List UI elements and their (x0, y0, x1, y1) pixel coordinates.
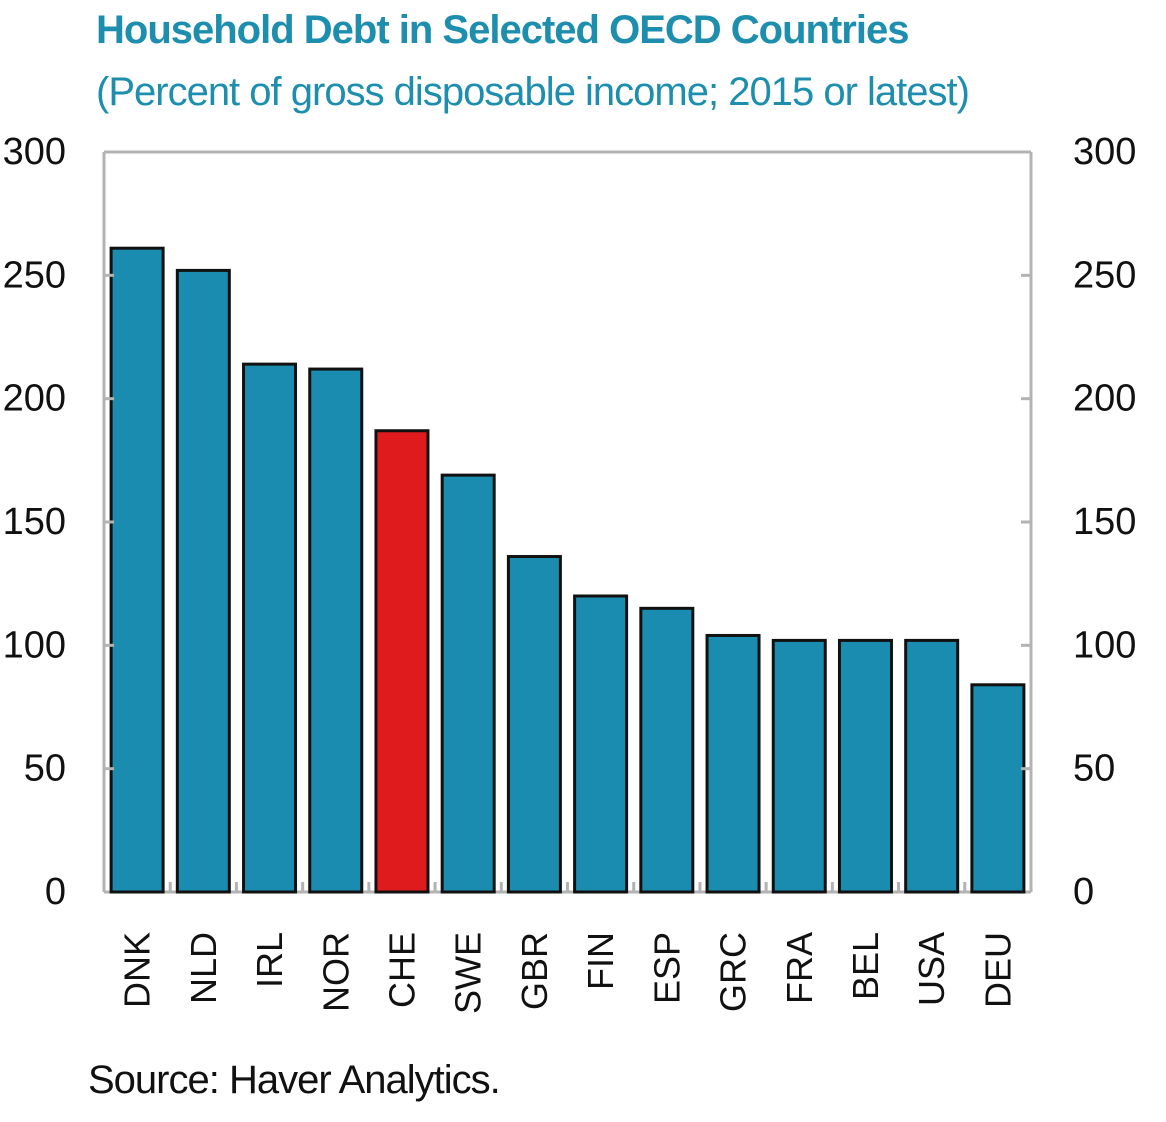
bar-irl (242, 362, 298, 894)
x-axis-labels: DNK NLD IRL NOR CHE SWE GBR FIN ESP GRC FRA BEL USA D… (117, 932, 1019, 1014)
y-tick-label-right: 250 (1073, 254, 1136, 296)
bar-nld (175, 268, 231, 894)
bar-dnk (109, 246, 165, 894)
bar-bel (837, 638, 893, 894)
x-tick-label: ESP (646, 932, 687, 1004)
x-tick-label: USA (911, 932, 952, 1006)
chart-subtitle: (Percent of gross disposable income; 201… (96, 70, 970, 114)
x-tick-label: SWE (448, 932, 489, 1014)
y-tick-label-right: 300 (1073, 131, 1136, 173)
chart-title: Household Debt in Selected OECD Countrie… (96, 8, 909, 52)
y-tick-label-left: 100 (3, 624, 66, 666)
bar-deu (970, 683, 1026, 894)
y-tick-label-right: 100 (1073, 624, 1136, 666)
y-axis-right: 0 50 100 150 200 250 300 (1021, 131, 1136, 913)
bar-grc (705, 633, 761, 894)
x-tick-label: GBR (514, 932, 555, 1010)
x-tick-label: IRL (249, 932, 290, 988)
y-tick-label-left: 150 (3, 501, 66, 543)
bar-swe (440, 473, 496, 894)
y-tick-label-right: 50 (1073, 748, 1115, 790)
bar-nor (308, 367, 364, 894)
source-note: Source: Haver Analytics. (88, 1058, 501, 1102)
bar-esp (639, 606, 695, 894)
y-tick-label-left: 250 (3, 254, 66, 296)
x-tick-label: DEU (977, 932, 1018, 1008)
x-tick-label: NLD (183, 932, 224, 1004)
y-axis-left: 0 50 100 150 200 250 300 (3, 131, 114, 913)
bar-che (374, 429, 430, 894)
y-tick-label-right: 0 (1073, 871, 1094, 913)
x-tick-label: FIN (580, 932, 621, 990)
x-tick-label: CHE (381, 932, 422, 1008)
bar-gbr (506, 555, 562, 894)
bar-fra (771, 638, 827, 894)
y-tick-label-right: 200 (1073, 378, 1136, 420)
bar-fin (573, 594, 629, 894)
x-tick-label: DNK (117, 932, 158, 1008)
bar-usa (904, 638, 960, 894)
x-tick-label: BEL (845, 932, 886, 1000)
y-tick-label-left: 0 (45, 871, 66, 913)
y-tick-label-left: 200 (3, 378, 66, 420)
x-tick-label: NOR (315, 932, 356, 1012)
bars (109, 246, 1026, 894)
x-tick-label: FRA (779, 932, 820, 1004)
x-tick-label: GRC (713, 932, 754, 1012)
y-tick-label-right: 150 (1073, 501, 1136, 543)
y-tick-label-left: 50 (24, 748, 66, 790)
y-tick-label-left: 300 (3, 131, 66, 173)
